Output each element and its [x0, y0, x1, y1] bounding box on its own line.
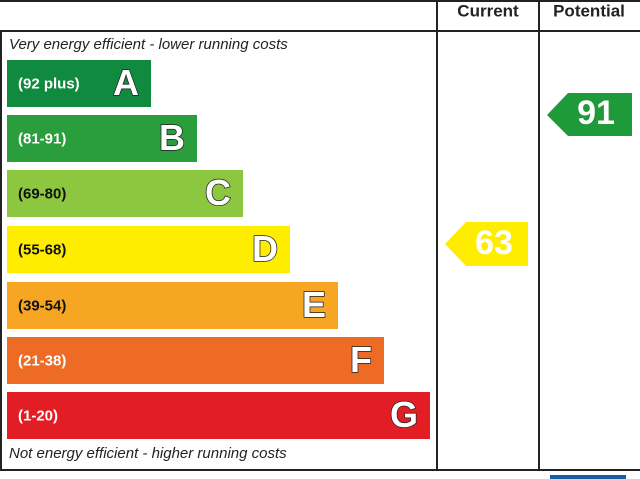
- band-range: (69-80): [18, 185, 66, 202]
- band-range: (81-91): [18, 130, 66, 147]
- band-letter: E: [302, 284, 326, 325]
- potential-rating: 91: [577, 94, 615, 132]
- edge-mark: [550, 475, 626, 479]
- band-range: (1-20): [18, 407, 58, 424]
- column-header: Potential: [553, 1, 625, 20]
- band-range: (21-38): [18, 352, 66, 369]
- current-arrow: [445, 222, 528, 266]
- band-letter: G: [390, 394, 418, 435]
- column-header: Current: [457, 1, 519, 20]
- band-letter: B: [159, 117, 185, 158]
- band-bar: [7, 226, 290, 273]
- top-caption: Very energy efficient - lower running co…: [9, 36, 288, 53]
- band-letter: C: [205, 172, 231, 213]
- band-letter: F: [350, 339, 372, 380]
- band-bar: [7, 392, 430, 439]
- current-rating: 63: [475, 224, 513, 262]
- band-range: (92 plus): [18, 75, 80, 92]
- band-bar: [7, 60, 151, 107]
- band-range: (39-54): [18, 297, 66, 314]
- band-letter: D: [252, 228, 278, 269]
- band-letter: A: [113, 62, 139, 103]
- band-bar: [7, 170, 243, 217]
- band-range: (55-68): [18, 241, 66, 258]
- band-bar: [7, 282, 338, 329]
- potential-arrow: [547, 93, 632, 136]
- band-bar: [7, 337, 384, 384]
- band-bar: [7, 115, 197, 162]
- bottom-caption: Not energy efficient - higher running co…: [9, 445, 287, 462]
